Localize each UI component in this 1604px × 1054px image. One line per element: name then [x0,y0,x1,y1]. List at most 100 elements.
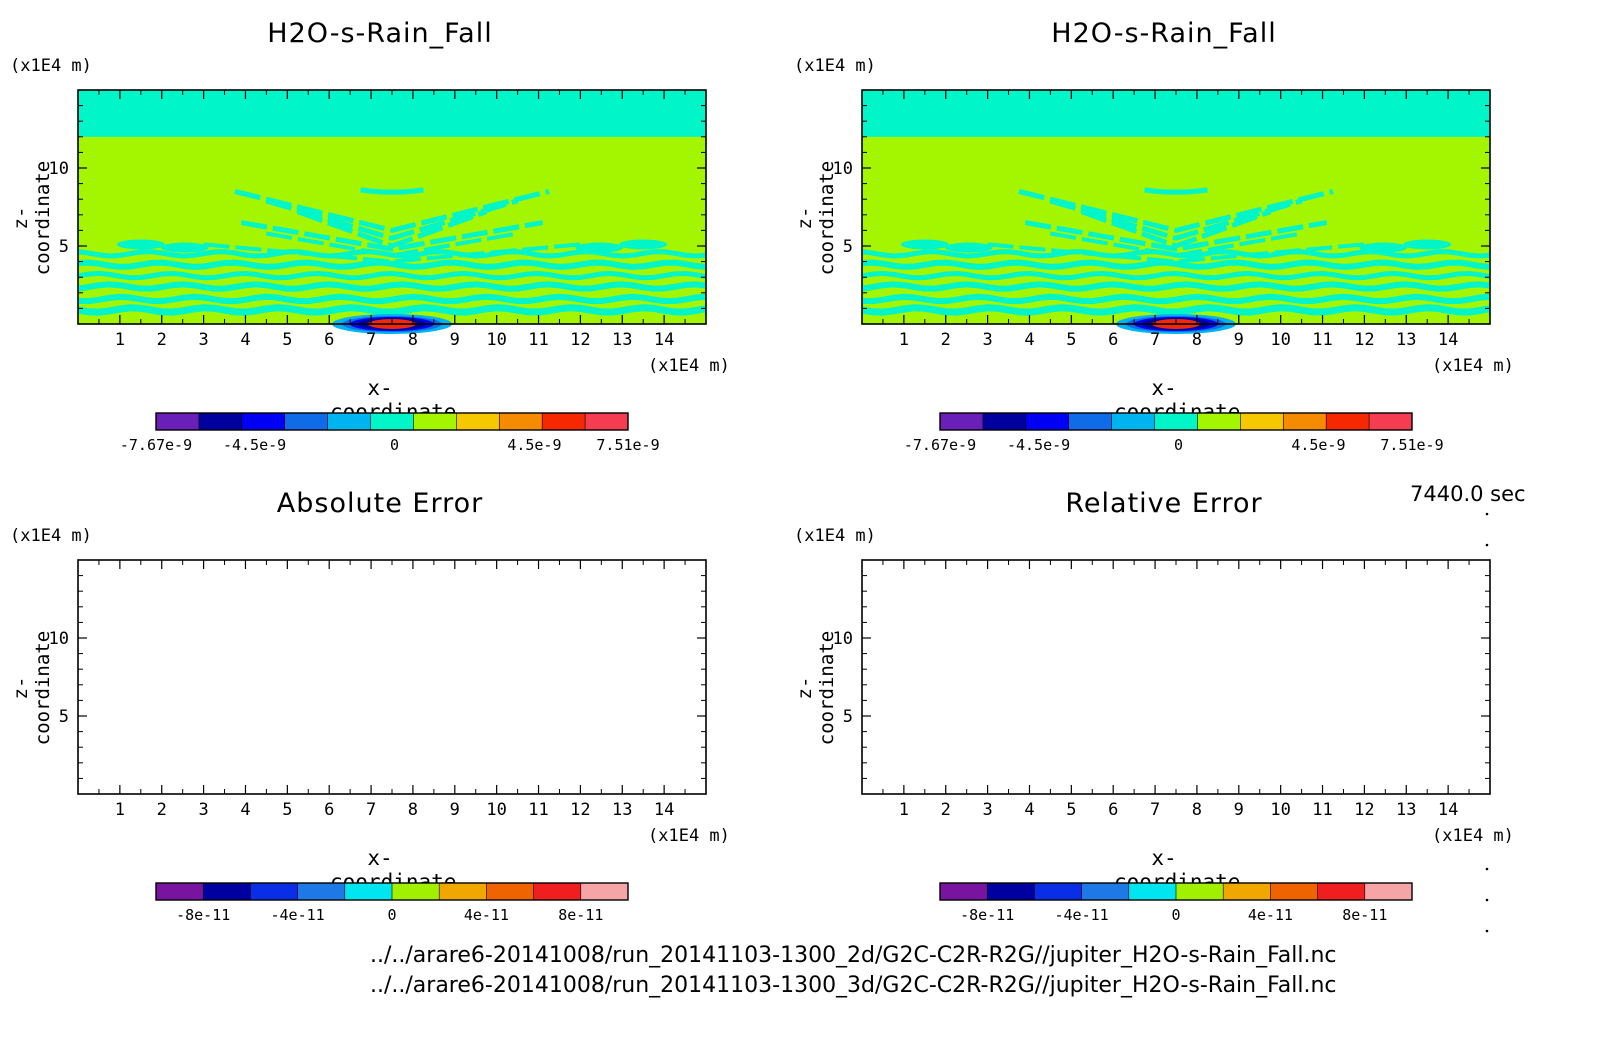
y-tick-label: 5 [59,237,69,257]
colorbar-segment [370,413,414,430]
colorbar-segment [1240,413,1284,430]
colorbar-segment [250,883,299,900]
x-tick-label: 11 [1312,330,1332,350]
colorbar-segment [1369,413,1413,430]
colorbar-segment [156,883,204,900]
colorbar-segment [1081,883,1130,900]
colorbar-tick-label: -4.5e-9 [1007,436,1070,454]
colorbar-tick-label: -7.67e-9 [904,436,976,454]
chart-panel: H2O-s-Rain_Fall (x1E4 m) z-coordinate (x… [0,0,760,480]
y-unit-label: (x1E4 m) [794,56,876,76]
colorbar-segment [344,883,393,900]
field-upper-layer [78,90,706,137]
x-tick-label: 9 [450,800,460,820]
field-chevron [1018,188,1334,233]
x-tick-label: 4 [240,330,250,350]
field-chevron [240,220,544,252]
field-band [77,293,707,305]
colorbar-tick-label: 8e-11 [1342,906,1387,924]
x-tick-label: 13 [612,800,632,820]
chart-title: Relative Error [1065,488,1263,519]
colorbar-segment [1154,413,1198,430]
y-unit-label: (x1E4 m) [794,526,876,546]
x-tick-label: 9 [450,330,460,350]
x-tick-label: 2 [941,800,951,820]
colorbar-segment [1197,413,1241,430]
colorbar-tick-label: 0 [1174,436,1183,454]
x-tick-label: 2 [157,330,167,350]
colorbar-tick-label: 7.51e-9 [596,436,659,454]
field-band [861,281,1491,292]
x-tick-label: 14 [1438,800,1458,820]
field-layer [861,90,1491,334]
x-tick-label: 13 [1396,330,1416,350]
x-tick-label: 12 [1354,330,1374,350]
chart-title: Absolute Error [276,488,484,519]
colorbar-segment [533,883,582,900]
x-tick-label: 14 [654,800,674,820]
field-layer [77,90,707,334]
x-tick-label: 6 [324,330,334,350]
colorbar-segment [439,883,487,900]
colorbar-segment [203,883,251,900]
x-tick-label: 1 [115,800,125,820]
field-blob [160,242,209,253]
plot-frame [77,559,707,795]
chart-panel: H2O-s-Rain_Fall (x1E4 m) z-coordinate (x… [784,0,1544,480]
x-tick-label: 4 [1024,330,1034,350]
x-tick-label: 13 [1396,800,1416,820]
field-chevron [1144,187,1208,195]
field-chevron [234,188,550,233]
x-tick-label: 9 [1234,330,1244,350]
x-tick-label: 11 [528,800,548,820]
colorbar-segment [982,413,1027,430]
field-blob [1403,239,1452,250]
field-band [861,249,1491,259]
y-tick-label: 5 [843,707,853,727]
field-chevron [360,187,424,195]
chart-panel: Relative Error (x1E4 m) z-coordinate (x1… [784,470,1544,950]
colorbar-tick-label: -8e-11 [176,906,230,924]
x-tick-label: 8 [1192,330,1202,350]
x-tick-label: 14 [1438,330,1458,350]
field-blob [116,239,165,250]
colorbar-segment [1283,413,1327,430]
colorbar-segment [499,413,543,430]
x-tick-label: 5 [282,800,292,820]
x-tick-label: 3 [198,330,208,350]
colorbar-segment [297,883,346,900]
colorbar-tick-label: 0 [390,436,399,454]
colorbar-frame [155,412,629,431]
colorbar-tick-label: 0 [1171,906,1180,924]
colorbar-segment [241,413,286,430]
colorbar-segment [413,413,457,430]
colorbar-tick-label: 4e-11 [464,906,509,924]
y-unit-label: (x1E4 m) [10,56,92,76]
field-band [77,259,707,270]
x-tick-label: 1 [115,330,125,350]
x-tick-label: 1 [899,330,909,350]
file-path: ../../arare6-20141008/run_20141103-1300_… [370,943,1337,968]
colorbar-segment [1317,883,1366,900]
colorbar-segment [1068,413,1113,430]
field-upper-layer [862,90,1490,137]
chart-title: H2O-s-Rain_Fall [267,18,493,49]
colorbar-frame [939,412,1413,431]
x-tick-label: 5 [1066,330,1076,350]
colorbar-tick-label: -8e-11 [960,906,1014,924]
field-chevron [266,231,518,258]
colorbar-tick-label: 4e-11 [1248,906,1293,924]
field-chevron [1024,220,1328,252]
x-tick-label: 11 [528,330,548,350]
colorbar-tick-label: 8e-11 [558,906,603,924]
x-tick-label: 3 [982,330,992,350]
colorbar-segment [1034,883,1083,900]
y-tick-label: 5 [843,237,853,257]
x-unit-label: (x1E4 m) [648,826,730,846]
colorbar-tick-label: 4.5e-9 [1291,436,1345,454]
x-tick-label: 11 [1312,800,1332,820]
chart-title: H2O-s-Rain_Fall [1051,18,1277,49]
y-tick-label: 10 [49,629,69,649]
x-tick-label: 10 [1270,800,1290,820]
field-chevron [1050,231,1302,258]
